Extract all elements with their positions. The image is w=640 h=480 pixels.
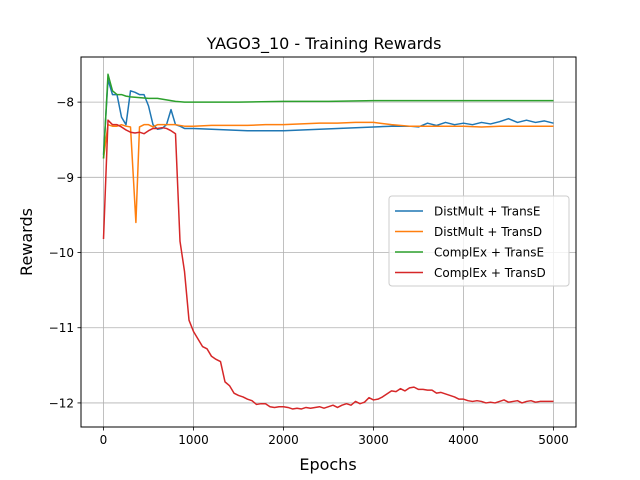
series-line-distmult-transe [102, 78, 554, 155]
x-tick-label: 1000 [178, 433, 209, 447]
y-tick-label: −8 [56, 96, 74, 110]
series-layer [102, 73, 554, 410]
plot-area-frame [80, 56, 577, 428]
chart-legend: DistMult + TransE DistMult + TransD ComplE… [388, 195, 570, 287]
x-tick-label: 3000 [358, 433, 389, 447]
series-line-distmult-transd [102, 121, 554, 224]
legend-label-complex-transd: ComplEx + TransD [434, 266, 546, 280]
series-line-complex-transe [102, 73, 554, 159]
x-axis-label: Epochs [299, 455, 356, 474]
x-axis-ticks: 0 1000 2000 3000 4000 5000 [100, 427, 569, 447]
x-tick-label: 4000 [448, 433, 479, 447]
x-tick-label: 5000 [538, 433, 569, 447]
x-tick-label: 0 [100, 433, 108, 447]
legend-label-complex-transe: ComplEx + TransE [434, 246, 544, 260]
y-axis-label: Rewards [17, 208, 36, 276]
legend-box [388, 195, 570, 287]
legend-label-distmult-transd: DistMult + TransD [434, 225, 542, 239]
plot-series-group [102, 73, 554, 410]
y-axis-ticks: −12 −11 −10 −9 −8 [49, 96, 81, 410]
y-tick-label: −9 [56, 171, 74, 185]
legend-label-distmult-transe: DistMult + TransE [434, 205, 541, 219]
y-tick-label: −12 [49, 396, 74, 410]
grid-lines [81, 57, 576, 427]
y-tick-label: −11 [49, 321, 74, 335]
y-tick-label: −10 [49, 246, 74, 260]
chart-title: YAGO3_10 - Training Rewards [206, 34, 442, 54]
series-line-complex-transd [102, 119, 554, 410]
x-tick-label: 2000 [268, 433, 299, 447]
